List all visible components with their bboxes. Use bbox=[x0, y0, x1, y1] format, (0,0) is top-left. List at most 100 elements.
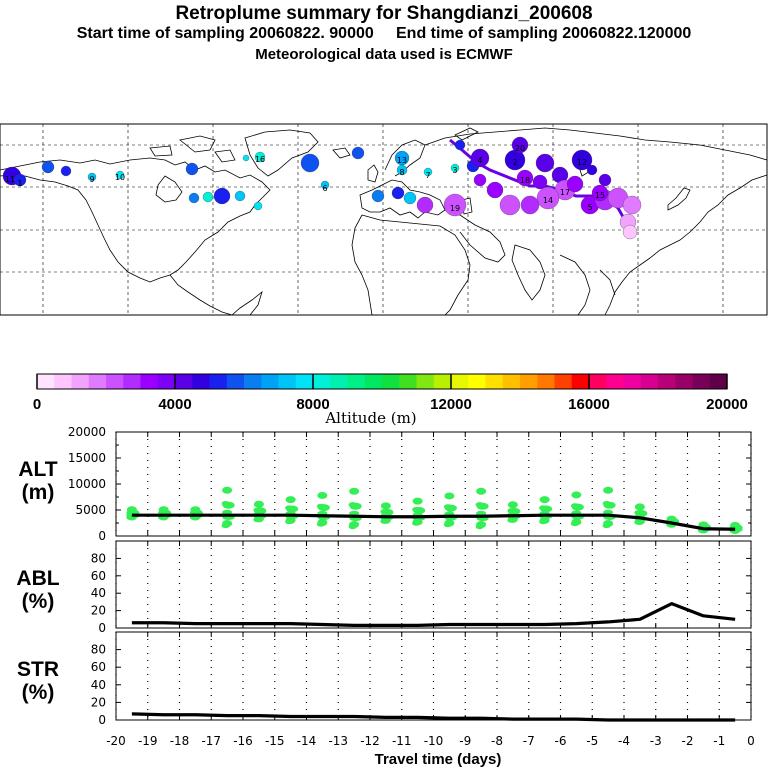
panel-frame bbox=[115, 631, 752, 721]
map-label-16: 16 bbox=[255, 155, 265, 164]
altitude-sample bbox=[349, 510, 360, 516]
coast-arctic-islands bbox=[149, 135, 236, 163]
colorbar-ticks: 0 4000 8000 12000 16000 20000 bbox=[33, 374, 748, 413]
map-label-20: 20 bbox=[515, 144, 525, 153]
x-tick-label: -17 bbox=[201, 734, 221, 748]
altitude-sample bbox=[412, 497, 423, 505]
y-tick-label: 80 bbox=[91, 551, 106, 565]
coast-europe bbox=[359, 179, 446, 219]
coast-north-america bbox=[0, 157, 271, 283]
plume-dot bbox=[591, 184, 609, 202]
colorbar-cell bbox=[433, 374, 452, 389]
plume-dots bbox=[2, 136, 642, 240]
y-tick-label: 0 bbox=[98, 713, 106, 727]
coast-novaya-zemlya bbox=[454, 127, 479, 141]
colorbar-tick-label: 20000 bbox=[706, 396, 748, 413]
altitude-sample bbox=[443, 504, 452, 510]
colorbar-cell bbox=[347, 374, 366, 389]
coast-uk bbox=[367, 164, 379, 183]
chart-title: Retroplume summary for Shangdianzi_20060… bbox=[175, 3, 593, 24]
map-label-3: 3 bbox=[452, 166, 457, 175]
x-tick-label: -4 bbox=[618, 734, 630, 748]
altitude-sample bbox=[221, 501, 230, 507]
colorbar-cell bbox=[623, 374, 642, 389]
coastlines bbox=[0, 127, 768, 316]
colorbar-cell bbox=[278, 374, 297, 389]
y-tick-label: 10000 bbox=[68, 477, 106, 491]
coast-southeast-asia bbox=[559, 254, 616, 316]
x-tick-label: -8 bbox=[491, 734, 503, 748]
plume-dot bbox=[396, 164, 408, 176]
colorbar-cell bbox=[571, 374, 590, 389]
colorbar-tick-label: 4000 bbox=[158, 396, 191, 413]
colorbar-cell bbox=[71, 374, 90, 389]
colorbar-cell bbox=[537, 374, 555, 389]
coast-iceland bbox=[332, 147, 351, 159]
series-line-str bbox=[131, 712, 736, 722]
colorbar-cell bbox=[399, 374, 417, 389]
colorbar-cell bbox=[54, 374, 72, 389]
map-label-10: 10 bbox=[115, 173, 125, 182]
altitude-sample bbox=[253, 500, 264, 508]
map-label-6: 6 bbox=[322, 184, 327, 193]
plume-dot bbox=[202, 191, 214, 203]
colorbar-cell bbox=[554, 374, 573, 389]
x-tick-label: -9 bbox=[459, 734, 471, 748]
plume-dot bbox=[351, 146, 365, 160]
altitude-sample bbox=[285, 496, 296, 504]
panel-frame bbox=[115, 540, 752, 629]
altitude-sample bbox=[634, 510, 643, 516]
altitude-sample bbox=[603, 486, 614, 494]
y-tick-label: 20 bbox=[91, 695, 106, 709]
plume-dot bbox=[300, 153, 320, 173]
map-grid bbox=[0, 124, 767, 315]
coast-japan bbox=[667, 187, 691, 211]
altitude-sample bbox=[571, 491, 582, 499]
altitude-colorbar: 0 4000 8000 12000 16000 20000 Altitude (m) bbox=[33, 373, 748, 427]
x-tick-label: -1 bbox=[713, 734, 725, 748]
altitude-sample bbox=[412, 506, 421, 512]
altitude-sample bbox=[476, 487, 487, 495]
altitude-sample bbox=[222, 520, 233, 528]
colorbar-cell bbox=[606, 374, 624, 389]
coast-asia-north bbox=[424, 127, 768, 161]
y-label-str: STR bbox=[17, 658, 59, 681]
plume-dot bbox=[450, 163, 460, 173]
plume-dot bbox=[520, 195, 540, 215]
map-label-8: 8 bbox=[399, 168, 404, 177]
colorbar-cell bbox=[140, 374, 159, 389]
plume-dot bbox=[586, 164, 598, 176]
colorbar-tick-label: 16000 bbox=[568, 396, 610, 413]
altitude-sample bbox=[603, 520, 614, 528]
time-series-panels: 20000150001000050000ALT(m)806040200ABL(%… bbox=[16, 425, 752, 727]
altitude-sample bbox=[317, 518, 328, 526]
y-tick-label: 40 bbox=[91, 678, 106, 692]
altitude-sample bbox=[380, 502, 391, 510]
altitude-sample bbox=[602, 501, 611, 507]
altitude-sample bbox=[666, 515, 677, 523]
x-tick-label: -16 bbox=[233, 734, 253, 748]
coast-africa bbox=[351, 214, 471, 316]
x-tick-label: -5 bbox=[586, 734, 598, 748]
plume-dot bbox=[254, 151, 266, 163]
plume-dot bbox=[416, 196, 434, 214]
altitude-sample bbox=[476, 510, 487, 516]
y-label-alt: ALT bbox=[18, 458, 57, 481]
colorbar-cell bbox=[157, 374, 176, 389]
altitude-sample bbox=[571, 518, 582, 526]
plume-dot bbox=[403, 191, 417, 205]
map-label-2: 2 bbox=[512, 158, 517, 167]
plume-dot bbox=[41, 160, 55, 174]
plume-dot bbox=[536, 186, 560, 210]
colorbar-label: Altitude (m) bbox=[324, 409, 416, 427]
altitude-sample bbox=[444, 492, 455, 500]
altitude-sample bbox=[698, 521, 709, 529]
colorbar-cell bbox=[209, 374, 228, 389]
map-label-17: 17 bbox=[560, 188, 570, 197]
colorbar-cell bbox=[658, 374, 676, 389]
map-label-13: 13 bbox=[397, 156, 407, 165]
map-label-4: 4 bbox=[477, 156, 482, 165]
map-label-5: 5 bbox=[587, 203, 592, 212]
